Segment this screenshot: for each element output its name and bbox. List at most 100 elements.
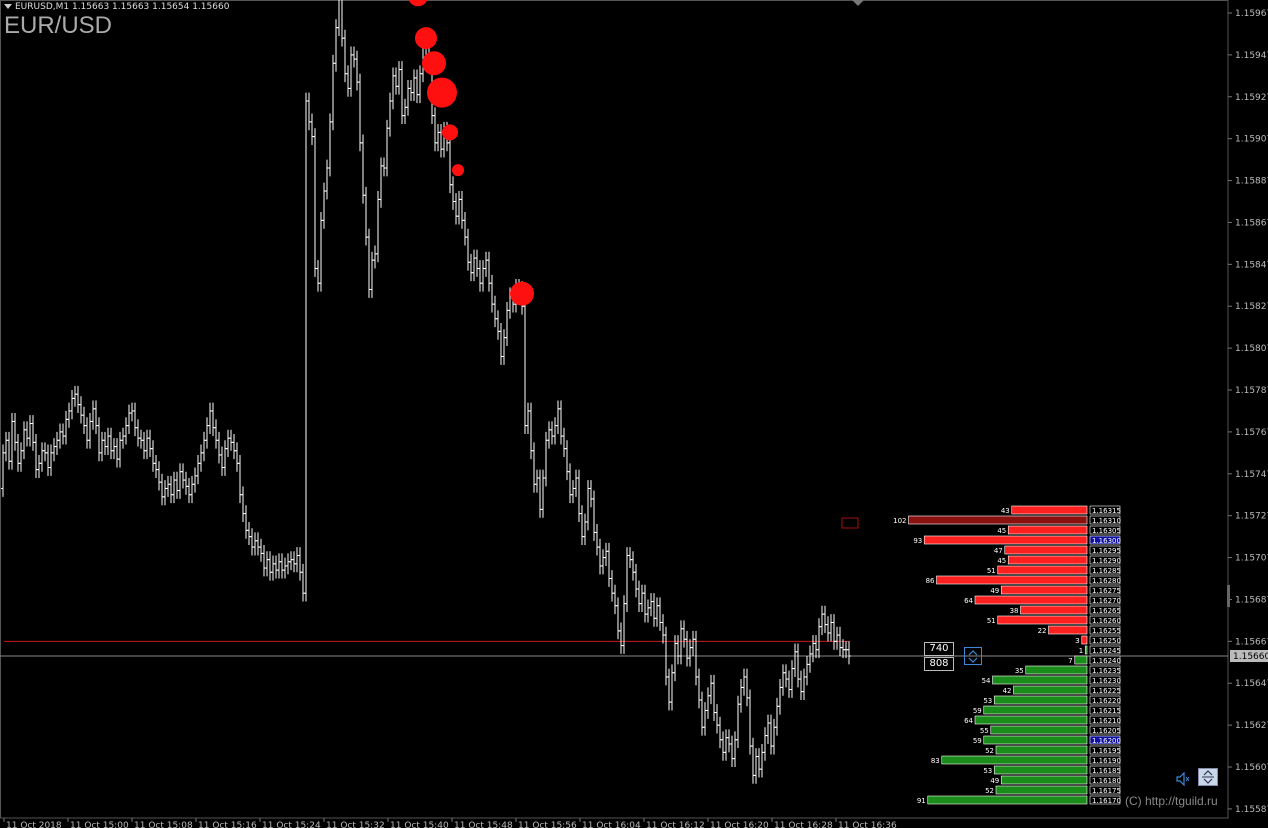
ask-volume-bar <box>974 595 1088 605</box>
price-bar <box>403 98 407 125</box>
price-bar <box>574 469 578 497</box>
price-bar <box>715 704 719 734</box>
ask-volume-bar <box>908 515 1088 525</box>
ask-price-box <box>1089 585 1121 595</box>
y-tick-label: 1.15947 <box>1235 51 1268 61</box>
price-bar <box>313 128 317 277</box>
bid-price-label: 1.16210 <box>1092 717 1121 725</box>
price-bar <box>589 480 593 508</box>
price-bar <box>142 431 146 460</box>
ask-volume-label: 93 <box>913 537 922 545</box>
ask-volume-bar <box>1048 625 1088 635</box>
price-bar <box>412 69 416 101</box>
ask-level: 45 1.16290 <box>997 555 1121 565</box>
y-tick-label: 1.15607 <box>1235 763 1268 773</box>
bid-level: 54 1.16230 <box>982 675 1121 685</box>
price-bar <box>34 433 38 478</box>
ask-level: 102 1.16310 <box>893 515 1121 525</box>
price-bar <box>145 429 149 460</box>
price-bar <box>157 461 161 491</box>
price-bar <box>7 431 11 470</box>
price-bar <box>565 440 569 481</box>
price-bar <box>553 417 557 445</box>
price-bar <box>841 639 845 659</box>
price-bar <box>316 260 320 292</box>
price-bar <box>745 668 749 707</box>
bid-price-box <box>1089 735 1121 745</box>
speaker-icon[interactable] <box>1176 771 1190 787</box>
ask-volume-label: 49 <box>990 587 999 595</box>
price-bar <box>760 743 764 778</box>
ask-price-label: 1.16260 <box>1092 617 1121 625</box>
ask-level: 45 1.16305 <box>997 525 1121 535</box>
price-bar <box>772 718 776 755</box>
bid-volume-bar <box>995 745 1088 755</box>
price-bar <box>676 635 680 665</box>
y-tick-label: 1.15807 <box>1235 344 1268 354</box>
price-bar <box>82 406 86 434</box>
price-bar <box>736 695 740 749</box>
signal-dot <box>422 51 446 76</box>
price-bar <box>499 322 503 365</box>
ask-price-box <box>1089 555 1121 565</box>
price-bar <box>718 716 722 749</box>
price-bar <box>154 454 158 478</box>
ask-volume-bar <box>997 615 1088 625</box>
price-bar <box>13 413 17 451</box>
price-bar <box>556 400 560 434</box>
x-tick-label: 11 Oct 15:32 <box>326 821 385 828</box>
bid-price-box <box>1089 765 1121 775</box>
price-bar <box>214 419 218 449</box>
y-tick-label: 1.15767 <box>1235 428 1268 438</box>
price-bar <box>211 402 215 437</box>
price-bar <box>31 415 35 451</box>
price-bar <box>331 54 335 131</box>
bid-volume-bar <box>974 715 1088 725</box>
collapse-triangle-icon[interactable] <box>4 4 12 9</box>
price-bar <box>742 668 746 696</box>
bid-level: 52 1.16175 <box>985 785 1121 795</box>
chart-header: EURUSD,M1 1.15663 1.15663 1.15654 1.1566… <box>4 2 229 12</box>
price-bar <box>640 584 644 613</box>
ask-volume-label: 51 <box>987 617 996 625</box>
price-bar <box>550 421 554 445</box>
price-bar <box>253 532 257 556</box>
y-tick-label: 1.15727 <box>1235 512 1268 522</box>
price-bar <box>341 0 344 47</box>
price-bar <box>25 421 29 447</box>
ask-level: 51 1.16260 <box>987 615 1121 625</box>
bid-price-box <box>1089 685 1121 695</box>
signal-dot <box>415 27 437 50</box>
price-bar <box>436 124 440 152</box>
price-bar <box>328 113 332 177</box>
ask-level: 3 1.16250 <box>1075 635 1121 645</box>
plot-frame <box>0 0 1229 819</box>
signal-dot <box>408 0 428 7</box>
price-bar <box>487 251 491 292</box>
price-bar <box>376 191 380 263</box>
ask-volume-label: 45 <box>997 527 1006 535</box>
ask-volume-label: 38 <box>1010 607 1019 615</box>
bid-volume-label: 42 <box>1003 687 1012 695</box>
price-bar <box>679 620 683 665</box>
price-bar <box>733 731 737 768</box>
ask-level: 38 1.16265 <box>1010 605 1121 615</box>
bid-volume-bar <box>927 795 1088 805</box>
scale-arrows-icon[interactable] <box>1198 768 1218 786</box>
ask-volume-label: 47 <box>994 547 1003 555</box>
bid-price-box <box>1089 695 1121 705</box>
y-tick-label: 1.15907 <box>1235 135 1268 145</box>
price-bar <box>343 29 347 83</box>
scroll-arrows-icon[interactable] <box>964 647 982 665</box>
ask-volume-label: 45 <box>997 557 1006 565</box>
price-bar <box>463 211 467 246</box>
bid-level: 64 1.16210 <box>964 715 1121 725</box>
bid-volume-bar <box>941 755 1088 765</box>
price-bar <box>754 748 758 784</box>
price-bar <box>202 431 206 462</box>
price-bar <box>109 427 113 460</box>
y-tick-label: 1.15647 <box>1235 679 1268 689</box>
bid-volume-label: 59 <box>973 737 982 745</box>
ask-level: 64 1.16270 <box>964 595 1121 605</box>
